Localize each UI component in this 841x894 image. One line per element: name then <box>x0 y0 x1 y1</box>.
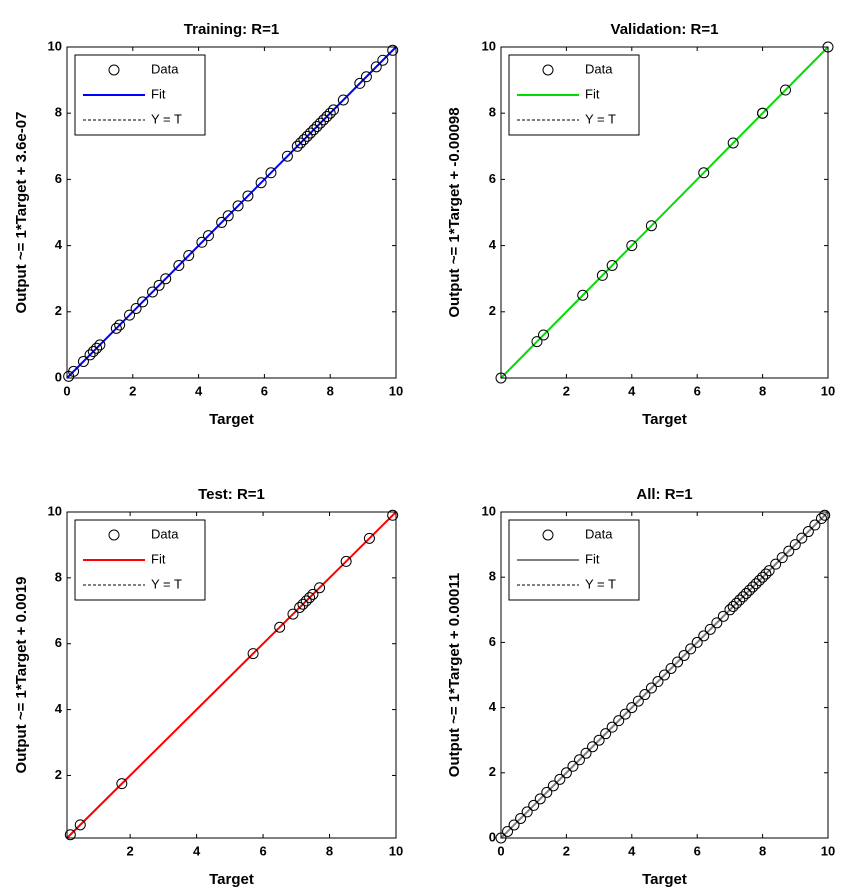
legend-label: Y = T <box>585 576 616 591</box>
x-tick-label: 4 <box>193 843 201 858</box>
y-tick-label: 10 <box>482 503 496 518</box>
figure: Training: R=1 Target Output ~= 1*Target + … <box>0 0 841 894</box>
chart-title: Test: R=1 <box>198 486 265 503</box>
legend: Data Fit Y = T <box>509 520 639 600</box>
x-tick-label: 10 <box>389 383 403 398</box>
chart-title: All: R=1 <box>636 486 692 503</box>
x-tick-label: 0 <box>63 383 70 398</box>
x-tick-label: 6 <box>694 383 701 398</box>
y-tick-label: 2 <box>489 764 496 779</box>
x-tick-label: 8 <box>327 383 334 398</box>
y-tick-label: 8 <box>489 569 496 584</box>
legend-label: Data <box>151 526 179 541</box>
y-axis-label: Output ~= 1*Target + -0.00098 <box>446 107 463 317</box>
y-tick-label: 10 <box>482 38 496 53</box>
y-axis-label: Output ~= 1*Target + 3.6e-07 <box>13 112 30 314</box>
x-tick-label: 10 <box>389 843 403 858</box>
x-tick-label: 4 <box>628 843 636 858</box>
panel: Training: R=1 Target Output ~= 1*Target + … <box>13 21 403 428</box>
x-tick-label: 2 <box>127 843 134 858</box>
y-tick-label: 0 <box>55 369 62 384</box>
x-axis-label: Target <box>209 411 254 428</box>
y-tick-label: 2 <box>55 303 62 318</box>
x-tick-label: 6 <box>261 383 268 398</box>
x-tick-label: 4 <box>628 383 636 398</box>
x-tick-label: 2 <box>563 383 570 398</box>
y-tick-label: 4 <box>55 237 63 252</box>
y-axis-label: Output ~= 1*Target + 0.00011 <box>446 573 463 777</box>
legend-label: Data <box>151 61 179 76</box>
x-tick-label: 8 <box>759 383 766 398</box>
y-tick-label: 6 <box>489 171 496 186</box>
x-tick-label: 6 <box>259 843 266 858</box>
legend: Data Fit Y = T <box>75 520 205 600</box>
chart-title: Validation: R=1 <box>611 21 719 38</box>
x-tick-label: 10 <box>821 383 835 398</box>
x-tick-label: 10 <box>821 843 835 858</box>
x-tick-label: 2 <box>129 383 136 398</box>
panel: All: R=1 Target Output ~= 1*Target + 0.000… <box>446 486 835 888</box>
x-axis-label: Target <box>642 871 687 888</box>
y-tick-label: 0 <box>489 829 496 844</box>
legend: Data Fit Y = T <box>509 55 639 135</box>
legend-label: Y = T <box>151 576 182 591</box>
y-tick-label: 4 <box>489 699 497 714</box>
y-tick-label: 8 <box>55 105 62 120</box>
legend-label: Data <box>585 61 613 76</box>
y-tick-label: 4 <box>55 701 63 716</box>
y-tick-label: 4 <box>489 237 497 252</box>
x-tick-label: 2 <box>563 843 570 858</box>
legend-label: Data <box>585 526 613 541</box>
x-tick-label: 8 <box>326 843 333 858</box>
y-tick-label: 8 <box>55 569 62 584</box>
legend-label: Y = T <box>585 111 616 126</box>
legend-label: Fit <box>585 551 600 566</box>
y-tick-label: 6 <box>489 634 496 649</box>
x-tick-label: 0 <box>497 843 504 858</box>
y-tick-label: 6 <box>55 171 62 186</box>
x-tick-label: 8 <box>759 843 766 858</box>
legend-label: Fit <box>151 551 166 566</box>
y-tick-label: 2 <box>55 767 62 782</box>
chart-title: Training: R=1 <box>184 21 279 38</box>
legend-label: Fit <box>151 86 166 101</box>
x-tick-label: 4 <box>195 383 203 398</box>
x-axis-label: Target <box>209 871 254 888</box>
y-tick-label: 8 <box>489 105 496 120</box>
y-tick-label: 6 <box>55 635 62 650</box>
y-tick-label: 2 <box>489 303 496 318</box>
y-tick-label: 10 <box>48 38 62 53</box>
legend-label: Y = T <box>151 111 182 126</box>
x-tick-label: 6 <box>694 843 701 858</box>
y-tick-label: 10 <box>48 503 62 518</box>
panel: Test: R=1 Target Output ~= 1*Target + 0.00… <box>13 486 403 888</box>
legend: Data Fit Y = T <box>75 55 205 135</box>
legend-label: Fit <box>585 86 600 101</box>
panel: Validation: R=1 Target Output ~= 1*Target … <box>446 21 835 428</box>
x-axis-label: Target <box>642 411 687 428</box>
y-axis-label: Output ~= 1*Target + 0.0019 <box>13 577 30 774</box>
